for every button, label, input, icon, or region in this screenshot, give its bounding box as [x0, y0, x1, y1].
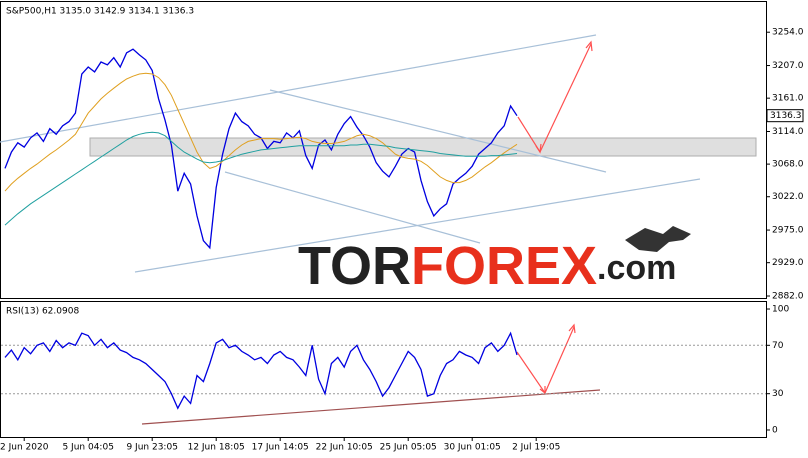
- price-title: S&P500,H1 3135.0 3142.9 3134.1 3136.3: [6, 7, 194, 17]
- y-tick-label: 2882.0: [772, 292, 804, 302]
- forecast-arrows: [516, 40, 593, 395]
- y-tick-label: 3207.0: [772, 61, 804, 71]
- x-tick-label: 2 Jul 19:05: [512, 443, 560, 453]
- y-tick-label: 100: [772, 305, 789, 315]
- series-line: [4, 72, 518, 192]
- rsi-panel: [0, 301, 767, 438]
- series-line: [4, 331, 518, 410]
- y-tick-label: 2929.0: [772, 258, 804, 268]
- y-tick-label: 3114.0: [772, 127, 804, 137]
- x-tick-label: 17 Jun 14:05: [252, 443, 309, 453]
- x-tick-label: 25 Jun 05:05: [380, 443, 437, 453]
- trend-lines: [0, 34, 701, 273]
- y-tick-label: 70: [772, 341, 784, 351]
- x-tick-label: 30 Jun 01:05: [444, 443, 501, 453]
- x-tick-label: 12 Jun 18:05: [188, 443, 245, 453]
- last-price-label: 3136.3: [770, 111, 802, 121]
- y-tick-label: 30: [772, 389, 784, 399]
- y-tick-label: 3254.0: [772, 28, 804, 38]
- x-tick-label: 22 Jun 10:05: [316, 443, 373, 453]
- rsi-title: RSI(13) 62.0908: [6, 307, 79, 317]
- series-line: [4, 131, 518, 226]
- bull-icon: [625, 226, 691, 252]
- support-zone: [89, 137, 757, 157]
- y-tick-label: 3022.0: [772, 192, 804, 202]
- x-tick-label: 5 Jun 04:05: [62, 443, 113, 453]
- x-tick-label: 9 Jun 23:05: [126, 443, 177, 453]
- y-tick-label: 3068.0: [772, 160, 804, 170]
- y-tick-label: 0: [772, 425, 778, 435]
- watermark: TORFOREX.com: [298, 236, 676, 296]
- rsi-trend-line: [141, 389, 601, 425]
- y-tick-label: 3161.0: [772, 94, 804, 104]
- series-line: [4, 48, 518, 250]
- y-tick-label: 2975.0: [772, 226, 804, 236]
- x-tick-label: 2 Jun 2020: [0, 443, 49, 453]
- last-price-box: [766, 109, 804, 123]
